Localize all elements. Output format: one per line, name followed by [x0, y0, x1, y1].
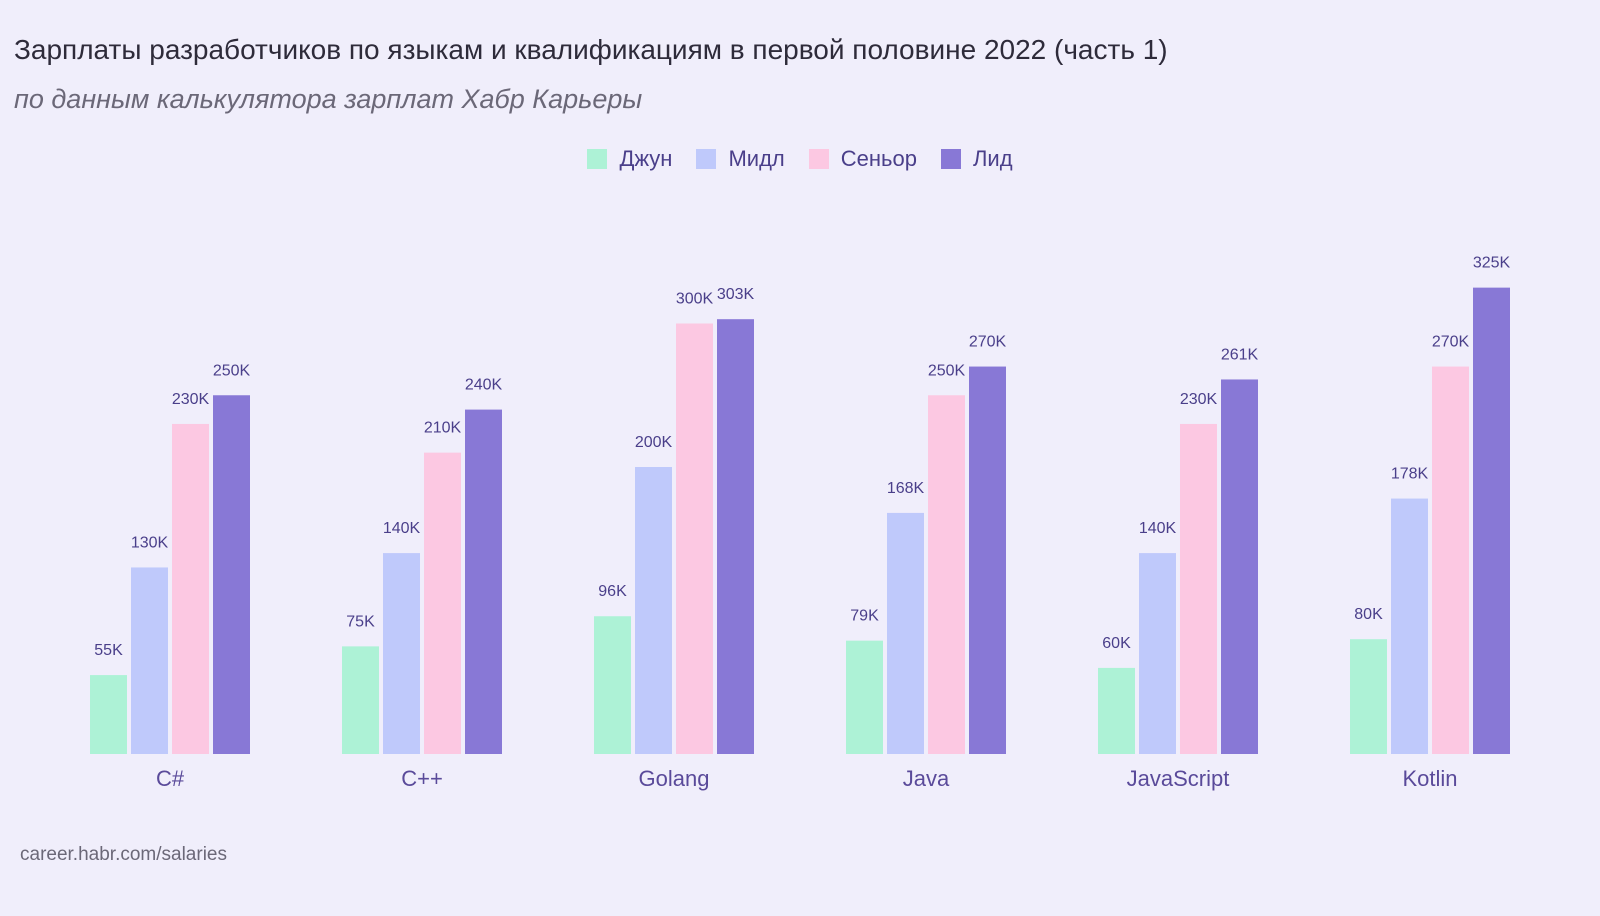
data-label-javascript-s3: 261K	[1221, 346, 1259, 363]
category-label-csharp: C#	[156, 766, 185, 791]
bar-javascript-s1	[1139, 553, 1176, 754]
bar-golang-s2	[676, 323, 713, 754]
legend-label-senior: Сеньор	[840, 146, 917, 171]
legend-item-middle: Мидл	[696, 146, 785, 172]
bar-kotlin-s2	[1432, 366, 1469, 754]
data-label-csharp-s0: 55K	[94, 642, 123, 659]
bar-csharp-s2	[172, 423, 209, 754]
bar-java-s3	[969, 366, 1006, 754]
data-label-cplusplus-s2: 210K	[424, 420, 462, 437]
bar-java-s1	[887, 512, 924, 754]
source-link[interactable]: career.habr.com/salaries	[20, 844, 227, 865]
category-label-kotlin: Kotlin	[1402, 766, 1457, 791]
data-label-java-s0: 79K	[850, 608, 879, 625]
data-label-golang-s0: 96K	[598, 583, 627, 600]
legend-swatch-middle	[696, 149, 717, 169]
category-label-cplusplus: C++	[401, 766, 443, 791]
data-label-csharp-s1: 130K	[131, 534, 169, 551]
bar-kotlin-s1	[1391, 498, 1428, 754]
data-label-kotlin-s2: 270K	[1432, 334, 1470, 351]
bar-cplusplus-s1	[383, 553, 420, 754]
data-label-csharp-s2: 230K	[172, 391, 210, 408]
bar-golang-s0	[594, 616, 631, 754]
bar-cplusplus-s0	[342, 646, 379, 754]
legend-swatch-junior	[587, 149, 608, 169]
legend-item-junior: Джун	[587, 146, 672, 172]
bar-csharp-s3	[213, 395, 250, 754]
category-label-java: Java	[903, 766, 950, 791]
bar-javascript-s3	[1221, 379, 1258, 754]
legend-item-senior: Сеньор	[808, 146, 917, 172]
legend-swatch-senior	[808, 149, 829, 169]
data-label-kotlin-s1: 178K	[1391, 466, 1429, 483]
bar-kotlin-s0	[1350, 639, 1387, 754]
bar-csharp-s0	[90, 675, 127, 754]
bar-golang-s3	[717, 319, 754, 754]
bar-javascript-s0	[1098, 667, 1135, 754]
data-label-cplusplus-s3: 240K	[465, 377, 503, 394]
data-label-golang-s1: 200K	[635, 434, 673, 451]
data-label-kotlin-s0: 80K	[1354, 606, 1383, 623]
bar-cplusplus-s2	[424, 452, 461, 754]
legend-label-lead: Лид	[972, 146, 1013, 171]
bar-golang-s1	[635, 467, 672, 754]
bar-kotlin-s3	[1473, 287, 1510, 754]
data-label-javascript-s1: 140K	[1139, 520, 1177, 537]
data-label-javascript-s0: 60K	[1102, 635, 1131, 652]
legend-label-middle: Мидл	[728, 146, 785, 171]
data-label-cplusplus-s0: 75K	[346, 613, 375, 630]
data-label-kotlin-s3: 325K	[1473, 255, 1511, 272]
data-label-golang-s2: 300K	[676, 291, 714, 308]
data-label-csharp-s3: 250K	[213, 362, 251, 379]
data-label-javascript-s2: 230K	[1180, 391, 1218, 408]
data-label-java-s2: 250K	[928, 362, 966, 379]
bar-csharp-s1	[131, 567, 168, 754]
legend-item-lead: Лид	[940, 146, 1013, 172]
bar-java-s2	[928, 395, 965, 754]
data-label-java-s1: 168K	[887, 480, 925, 497]
data-label-golang-s3: 303K	[717, 286, 755, 303]
chart-title: Зарплаты разработчиков по языкам и квали…	[14, 34, 1168, 65]
category-label-javascript: JavaScript	[1127, 766, 1230, 791]
bar-javascript-s2	[1180, 423, 1217, 754]
bar-cplusplus-s3	[465, 409, 502, 754]
legend: Джун Мидл Сеньор Лид	[0, 146, 1600, 172]
chart-subtitle: по данным калькулятора зарплат Хабр Карь…	[14, 84, 643, 114]
data-label-java-s3: 270K	[969, 334, 1007, 351]
legend-swatch-lead	[940, 149, 961, 169]
bar-java-s0	[846, 640, 883, 754]
category-label-golang: Golang	[639, 766, 710, 791]
legend-label-junior: Джун	[619, 146, 673, 171]
data-label-cplusplus-s1: 140K	[383, 520, 421, 537]
